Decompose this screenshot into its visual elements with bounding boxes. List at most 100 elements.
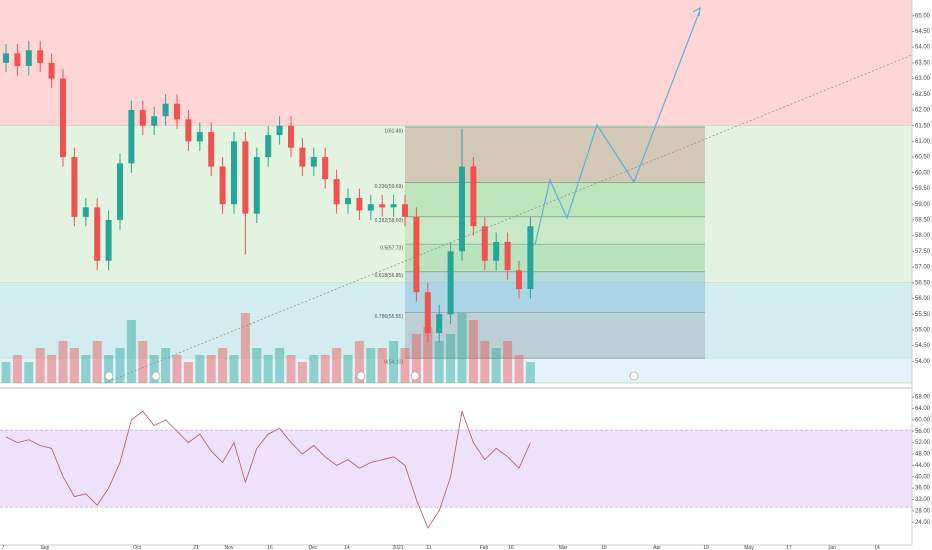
y-tick-label: 60.50 [915, 155, 931, 161]
price-zone [0, 0, 912, 126]
y-tick-label: 63.50 [915, 60, 931, 66]
candle-body [493, 241, 500, 261]
y-tick-label: 63.00 [915, 76, 931, 82]
rsi-tick-label: 32.00 [915, 497, 931, 503]
rsi-tick-label: 52.00 [915, 440, 931, 446]
candle-body [37, 50, 44, 63]
candle-body [470, 166, 477, 227]
candle-body [174, 103, 180, 120]
candle-body [288, 125, 294, 148]
projection-arrow [692, 6, 701, 17]
background [0, 0, 912, 384]
candles [3, 40, 534, 343]
candle-body [413, 216, 420, 293]
candle-body [3, 53, 9, 63]
volume-bar [366, 348, 376, 383]
y-tick-label: 58.50 [915, 218, 931, 224]
candle-body [48, 62, 55, 79]
candle-body [94, 207, 101, 261]
volume-bar [423, 327, 433, 383]
volume-bar [400, 348, 410, 383]
volume-bar [92, 341, 102, 383]
candle-body [322, 157, 329, 180]
candle-body [390, 204, 397, 208]
candle-body [402, 204, 408, 217]
volume-bar [126, 320, 136, 383]
fib-band [405, 216, 705, 245]
x-tick-label: 19 [703, 545, 709, 550]
volume-bar [172, 355, 182, 383]
volume-bar [411, 334, 421, 383]
fib-label: 1(61.46) [384, 128, 403, 134]
rsi-tick-label: 44.00 [915, 463, 931, 469]
volume-bar [24, 362, 34, 383]
fib-label: 0.5(57.73) [380, 245, 403, 251]
volume-bar [229, 355, 239, 383]
candle-body [151, 116, 158, 126]
candle-body [60, 78, 66, 158]
rsi-line [5, 409, 531, 529]
candle-body [424, 292, 431, 334]
fib-label: 0.618(56.85) [375, 273, 404, 279]
x-tick-label: Oct [133, 545, 141, 550]
rsi-tick-label: 24.00 [915, 520, 931, 526]
volume-bar [354, 341, 364, 383]
x-tick-label: Dec [309, 545, 318, 550]
candle-body [379, 204, 386, 208]
fib-band [405, 182, 705, 217]
y-tick-label: 61.50 [915, 123, 931, 129]
volume-bar [320, 355, 330, 383]
price-axis [912, 0, 932, 550]
y-tick-label: 57.50 [915, 249, 931, 255]
trend-line [104, 54, 913, 384]
y-tick-label: 61.00 [915, 139, 931, 145]
volume-bar [491, 348, 501, 383]
candle-body [105, 219, 112, 261]
volume-bar [480, 341, 490, 383]
volume-bar [332, 348, 342, 383]
volume-bar [138, 341, 148, 383]
candle-body [504, 241, 511, 271]
volume-bar [206, 355, 216, 383]
y-tick-label: 56.50 [915, 280, 931, 286]
candle-body [310, 157, 317, 167]
y-tick-label: 55.50 [915, 312, 931, 318]
candle-body [481, 226, 488, 261]
volume-bar [514, 355, 524, 383]
price-zone [0, 358, 912, 383]
volume-bar [457, 313, 467, 383]
price-zone [0, 125, 912, 283]
candle-body [196, 131, 203, 142]
x-tick-label: Mar [559, 545, 568, 550]
fib-label: 0(54.10) [384, 360, 403, 366]
projection-path [534, 9, 701, 246]
volume-bar [115, 348, 125, 383]
rsi-tick-label: 28.00 [915, 508, 931, 514]
volume-bar [69, 348, 79, 383]
x-tick-label: 15 [601, 545, 607, 550]
candle-body [117, 163, 123, 220]
volume-bar [47, 355, 57, 383]
volume-bar [525, 362, 535, 383]
volume-bar [286, 355, 296, 383]
candle-body [265, 135, 272, 158]
volume-bar [218, 348, 228, 383]
volume-bar [104, 355, 114, 383]
y-tick-label: 55.00 [915, 327, 931, 333]
y-tick-label: 65.00 [915, 13, 931, 19]
volume-bar [377, 348, 387, 383]
volume-bar [263, 355, 273, 383]
volume-bar [309, 355, 319, 383]
volume-bar [240, 313, 250, 383]
rsi-tick-label: 60.00 [915, 417, 931, 423]
fib-band [405, 126, 705, 183]
price-zone [0, 282, 912, 359]
candle-body [516, 270, 522, 290]
volume-bar [434, 341, 444, 383]
x-tick-label: Nov [225, 545, 234, 550]
y-tick-label: 57.00 [915, 265, 931, 271]
rsi-tick-label: 68.00 [915, 395, 931, 401]
rsi-tick-label: 40.00 [915, 474, 931, 480]
fib-band [405, 244, 705, 272]
y-tick-label: 62.00 [915, 108, 931, 114]
